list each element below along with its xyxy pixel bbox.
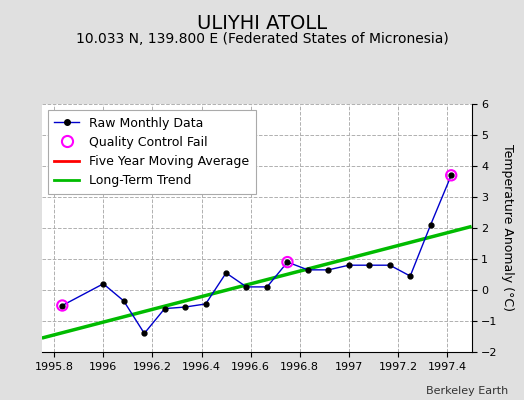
Text: ULIYHI ATOLL: ULIYHI ATOLL	[197, 14, 327, 33]
Legend: Raw Monthly Data, Quality Control Fail, Five Year Moving Average, Long-Term Tren: Raw Monthly Data, Quality Control Fail, …	[48, 110, 256, 194]
Text: Berkeley Earth: Berkeley Earth	[426, 386, 508, 396]
Point	[58, 302, 67, 309]
Point	[447, 172, 455, 178]
Text: 10.033 N, 139.800 E (Federated States of Micronesia): 10.033 N, 139.800 E (Federated States of…	[75, 32, 449, 46]
Point	[283, 259, 292, 265]
Y-axis label: Temperature Anomaly (°C): Temperature Anomaly (°C)	[501, 144, 515, 312]
